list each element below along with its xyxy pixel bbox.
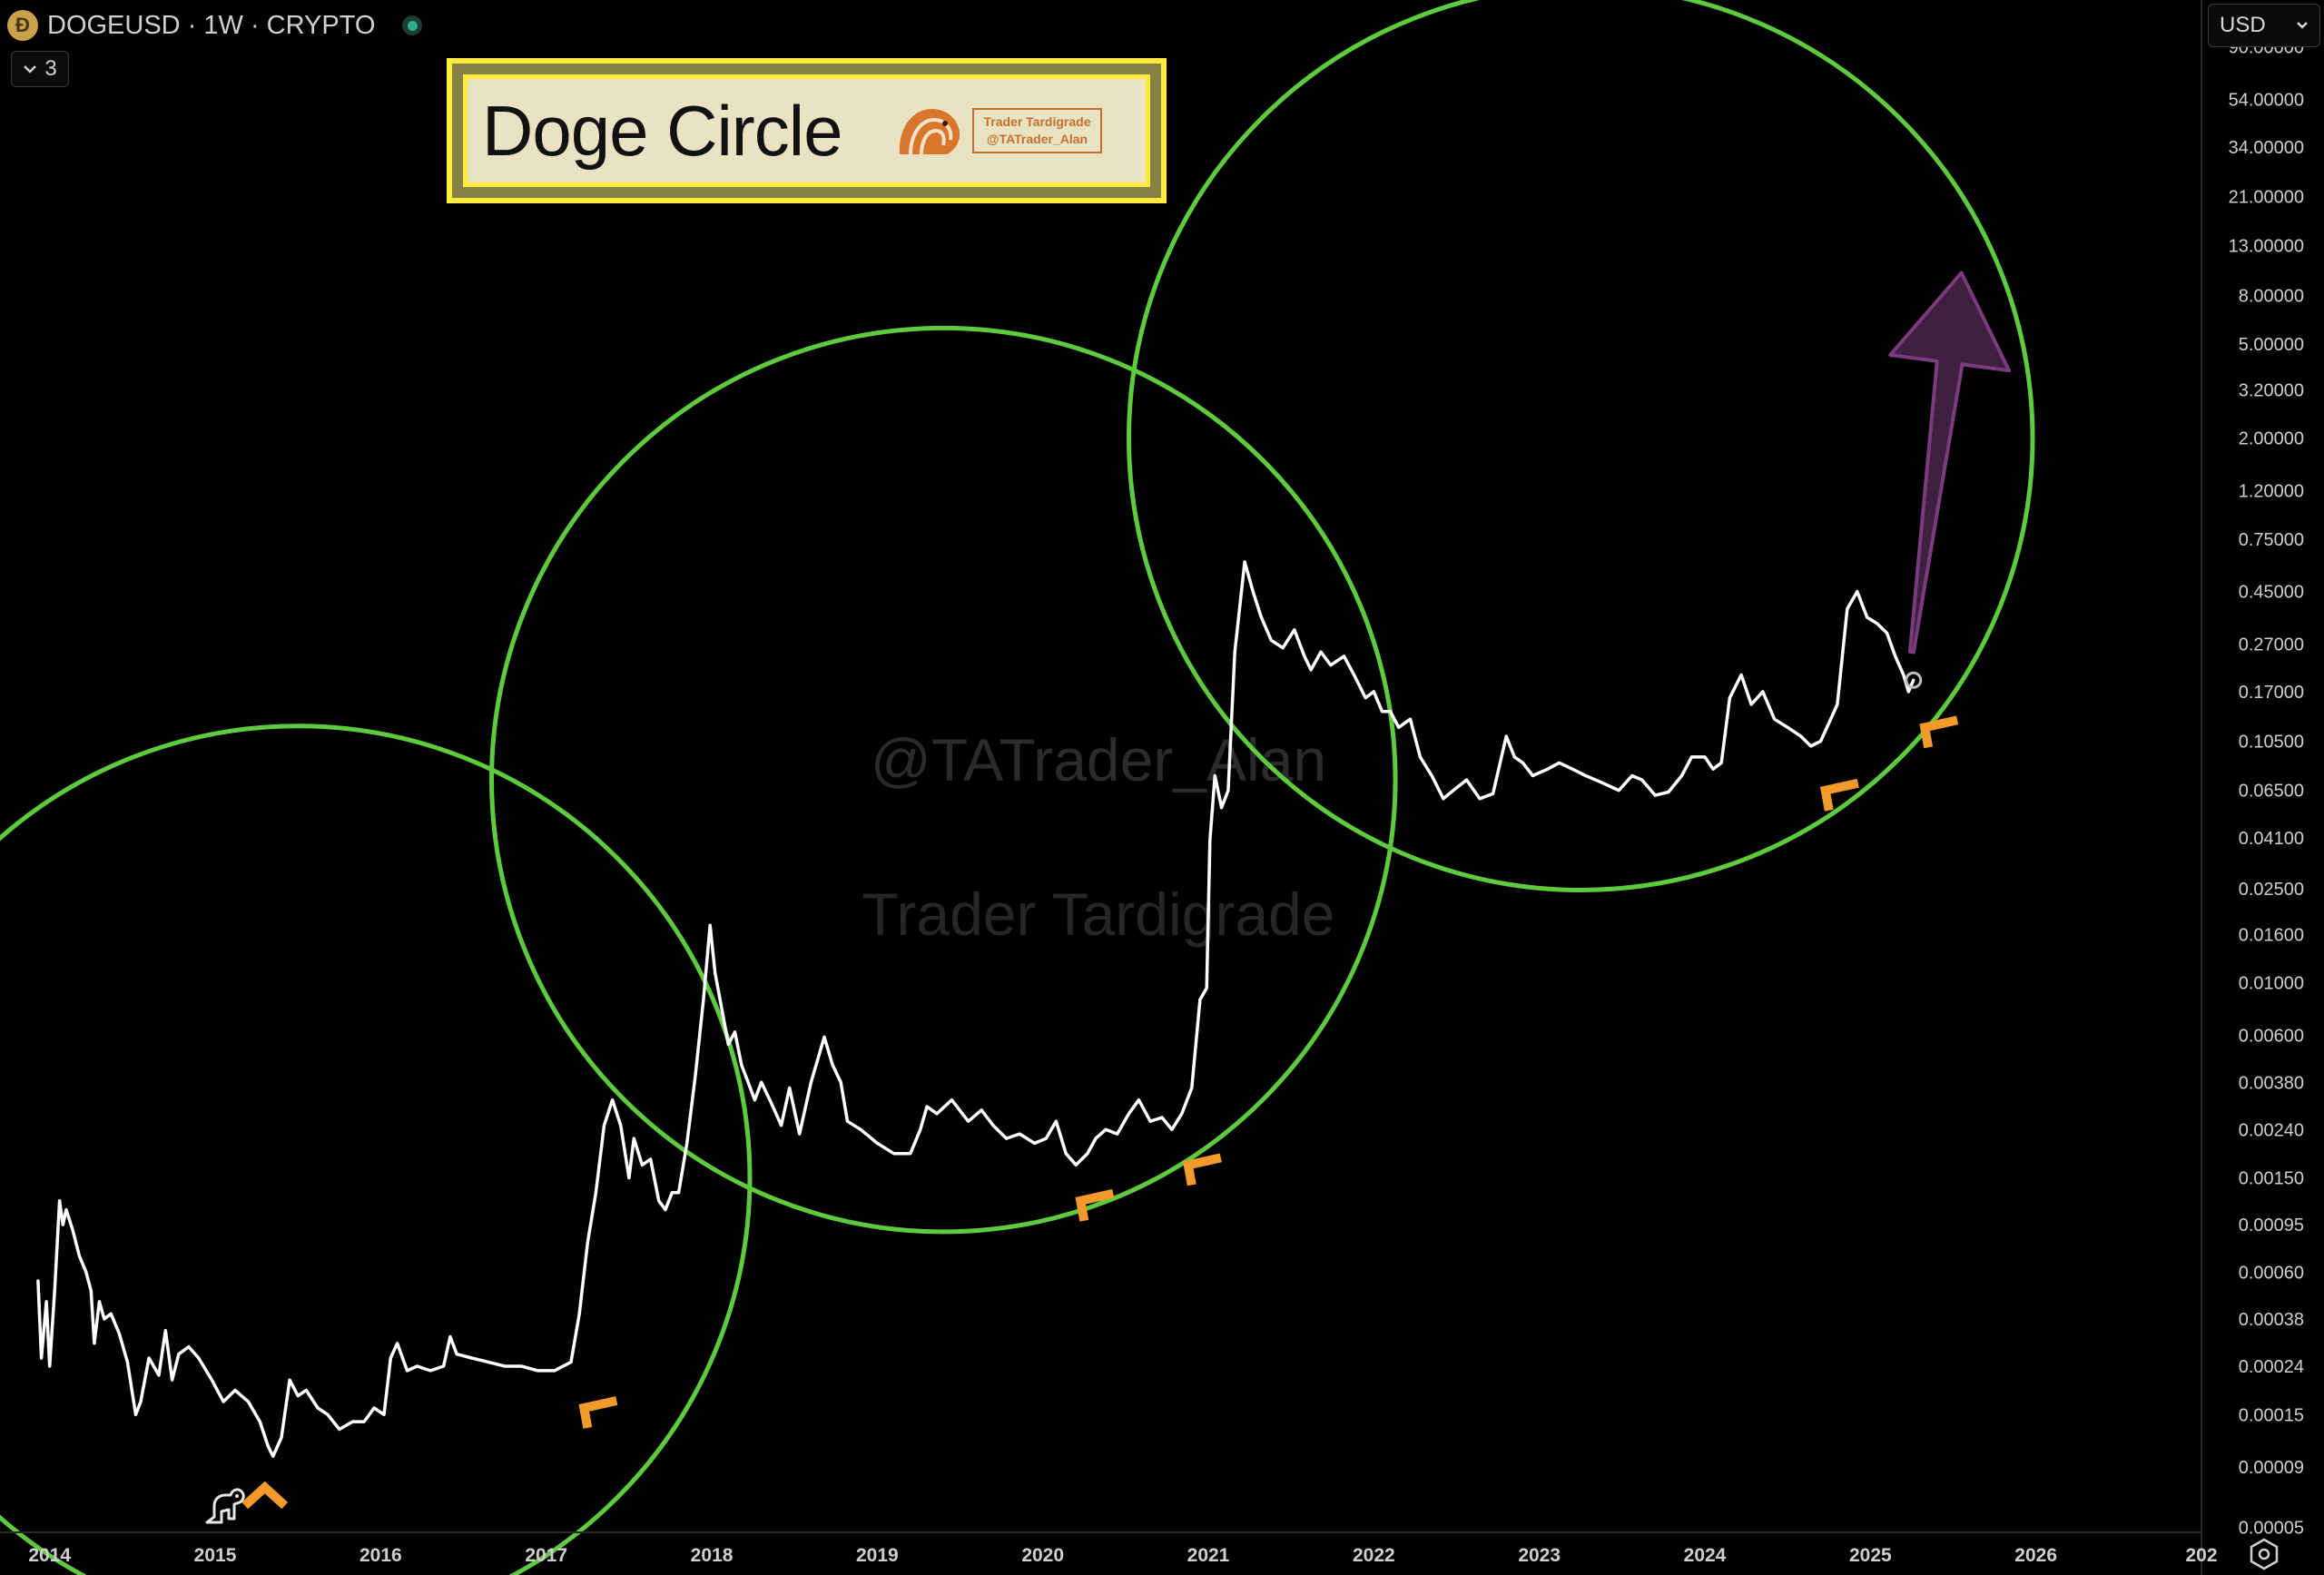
price-axis-label: 0.45000 — [2239, 583, 2304, 603]
price-axis-label: 0.00005 — [2239, 1519, 2304, 1539]
symbol-header[interactable]: Ð DOGEUSD · 1W · CRYPTO — [7, 7, 423, 44]
price-axis-label: 3.20000 — [2239, 380, 2304, 400]
market-status-icon — [402, 15, 423, 35]
tardigrade-icon — [900, 109, 960, 155]
time-axis-label: 2022 — [1353, 1545, 1395, 1566]
price-axis-label: 0.01000 — [2239, 974, 2304, 994]
cycle-circle-2 — [489, 325, 1398, 1235]
price-axis-label: 0.10500 — [2239, 732, 2304, 752]
price-axis-label: 0.27000 — [2239, 635, 2304, 655]
price-axis-label: 54.00000 — [2229, 90, 2304, 110]
brand-name: Trader Tardigrade — [983, 114, 1091, 129]
price-axis-label: 0.02500 — [2239, 880, 2304, 900]
price-axis-label: 0.00015 — [2239, 1405, 2304, 1425]
bottom-marker-5 — [1819, 778, 1859, 812]
projection-arrow-group — [1888, 271, 2012, 655]
time-axis-label: 2024 — [1684, 1545, 1727, 1566]
price-line — [36, 560, 1915, 1458]
time-axis[interactable]: 2014 2015 2016 2017 2018 2019 2020 2021 2022 2023… — [28, 1545, 2217, 1566]
dogecoin-icon: Ð — [7, 10, 38, 41]
watermark-brand: Trader Tardigrade — [862, 881, 1335, 948]
cycle-circles — [0, 0, 2035, 1575]
settings-icon[interactable] — [2250, 1538, 2279, 1570]
price-axis-label: 0.00240 — [2239, 1120, 2304, 1140]
time-axis-label: 2019 — [856, 1545, 899, 1566]
price-axis-label: 0.04100 — [2239, 829, 2304, 849]
title-banner: Doge Circle Trader Tardigrade @TATrader_… — [447, 58, 1167, 203]
indicators-toggle-button[interactable]: 3 — [11, 51, 69, 87]
time-axis-label: 2021 — [1187, 1545, 1230, 1566]
axes — [0, 0, 2202, 1575]
time-axis-label: 2014 — [28, 1545, 71, 1566]
indicator-count: 3 — [44, 56, 57, 81]
cycle-circle-3 — [1127, 0, 2035, 892]
banner-title: Doge Circle — [482, 90, 842, 171]
bottom-marker-2 — [578, 1396, 618, 1429]
time-axis-label: 2015 — [194, 1545, 237, 1566]
price-axis-label: 0.00009 — [2239, 1458, 2304, 1478]
chart-watermarks: @TATrader_Alan Trader Tardigrade — [862, 726, 1335, 948]
price-axis-label: 2.00000 — [2239, 429, 2304, 449]
symbol-title[interactable]: DOGEUSD · 1W · CRYPTO — [47, 10, 376, 40]
cycle-circle-1 — [0, 724, 753, 1575]
price-axis-label: 5.00000 — [2239, 335, 2304, 355]
bottom-marker-1 — [241, 1481, 289, 1510]
price-axis-label: 8.00000 — [2239, 287, 2304, 307]
time-axis-label: 2026 — [2014, 1545, 2057, 1566]
time-axis-label: 2016 — [359, 1545, 402, 1566]
projection-arrow — [1888, 271, 2012, 655]
time-axis-label: 2020 — [1021, 1545, 1064, 1566]
price-axis-label: 0.00038 — [2239, 1310, 2304, 1330]
price-axis-label: 34.00000 — [2229, 138, 2304, 158]
bottom-markers — [241, 715, 1959, 1510]
price-axis-label: 0.00380 — [2239, 1073, 2304, 1093]
time-axis-label: 2025 — [1849, 1545, 1892, 1566]
watermark-handle: @TATrader_Alan — [871, 726, 1326, 793]
brand-badge: Trader Tardigrade @TATrader_Alan — [972, 108, 1102, 153]
price-axis-label: 0.00060 — [2239, 1263, 2304, 1283]
time-axis-label: 2017 — [525, 1545, 567, 1566]
price-axis[interactable]: 90.0000054.0000034.0000021.0000013.00000… — [2229, 38, 2304, 1539]
currency-selector[interactable]: USD — [2208, 4, 2320, 47]
price-axis-label: 21.00000 — [2229, 187, 2304, 207]
price-axis-label: 0.17000 — [2239, 683, 2304, 703]
chevron-down-icon — [2297, 22, 2308, 29]
bottom-marker-4 — [1183, 1153, 1222, 1186]
chevron-down-icon — [24, 65, 37, 74]
tradingview-logo-icon[interactable] — [205, 1488, 245, 1524]
price-axis-label: 0.06500 — [2239, 782, 2304, 802]
currency-label: USD — [2220, 13, 2266, 37]
bottom-marker-3 — [1075, 1188, 1115, 1222]
bottom-marker-6 — [1919, 715, 1959, 749]
price-axis-label: 0.00600 — [2239, 1027, 2304, 1047]
price-axis-label: 0.75000 — [2239, 530, 2304, 550]
price-axis-label: 0.00095 — [2239, 1216, 2304, 1235]
time-axis-label: 202 — [2185, 1545, 2217, 1566]
price-axis-label: 13.00000 — [2229, 237, 2304, 257]
price-series — [36, 560, 1923, 1458]
time-axis-label: 2023 — [1518, 1545, 1561, 1566]
price-axis-label: 0.00150 — [2239, 1169, 2304, 1189]
last-price-dot — [1905, 671, 1923, 689]
price-axis-label: 1.20000 — [2239, 482, 2304, 502]
price-axis-label: 0.01600 — [2239, 925, 2304, 945]
price-axis-label: 0.00024 — [2239, 1357, 2304, 1377]
time-axis-label: 2018 — [691, 1545, 734, 1566]
brand-handle: @TATrader_Alan — [986, 132, 1088, 146]
